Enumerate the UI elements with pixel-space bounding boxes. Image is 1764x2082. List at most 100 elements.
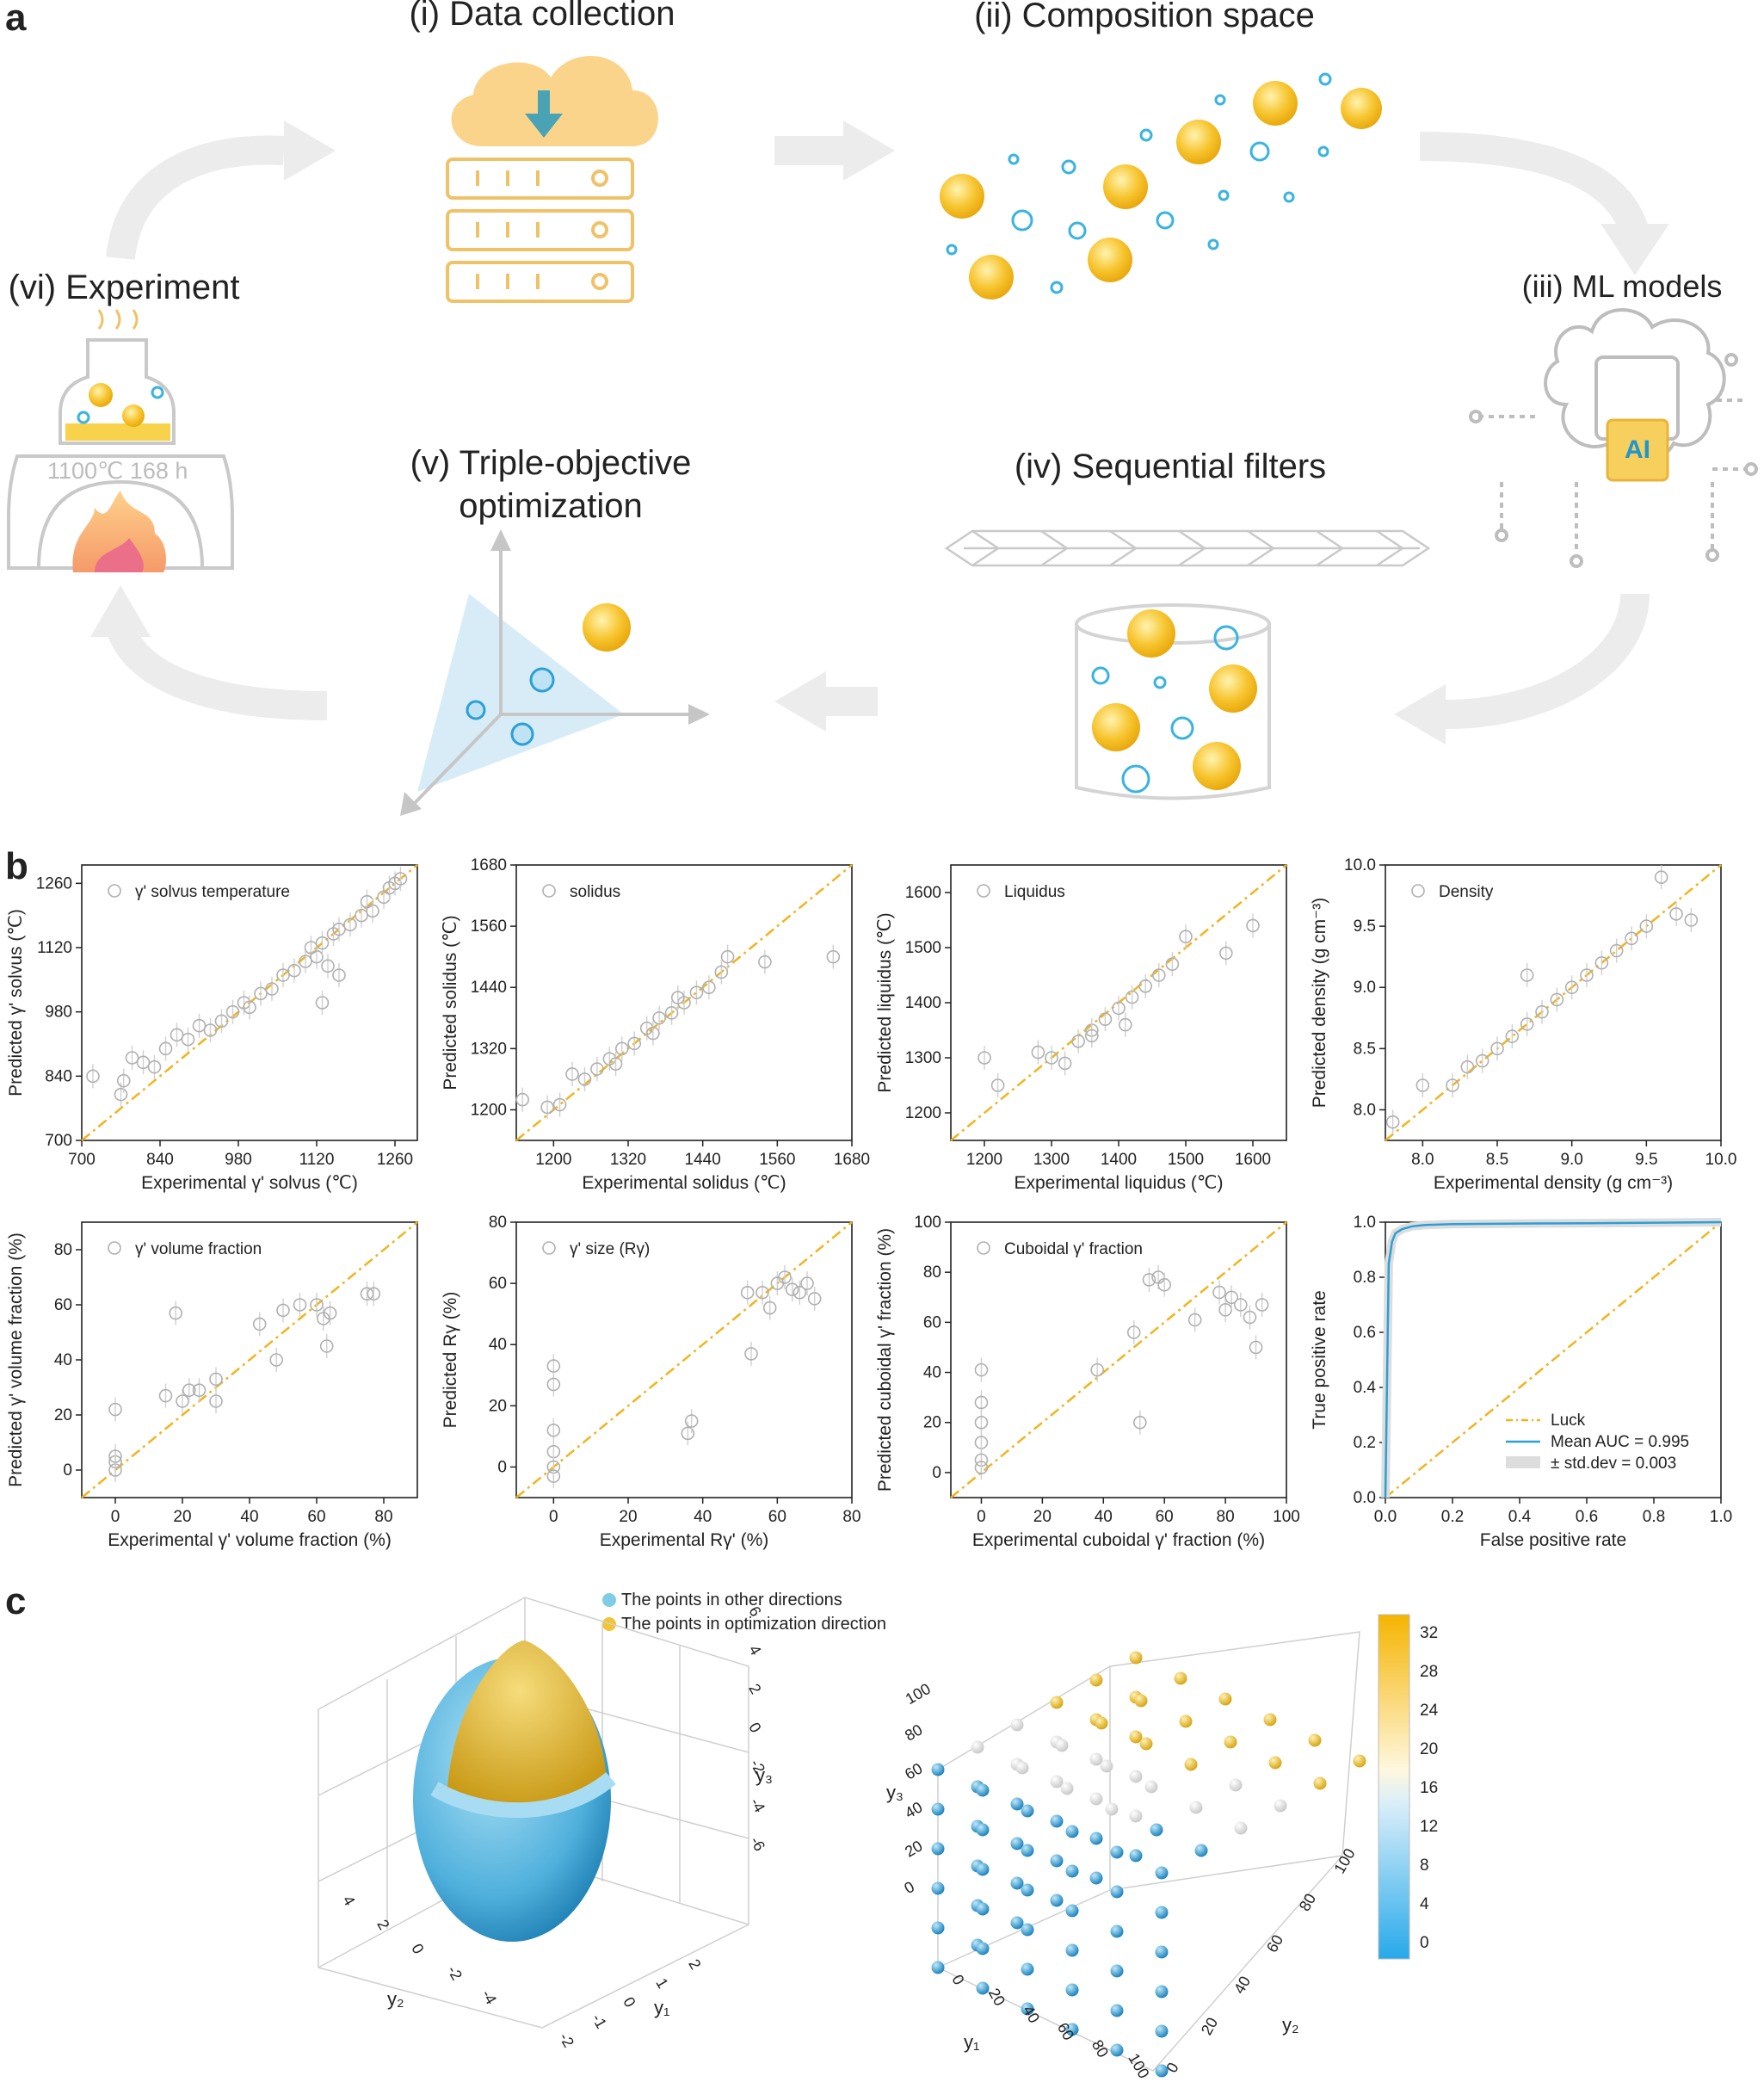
y-tick-label: 0.0 [1354, 1489, 1376, 1507]
triple-objective-icon [400, 529, 710, 816]
x-tick-label: 40 [240, 1508, 258, 1526]
x-tick-label: 700 [68, 1151, 96, 1169]
data-point [826, 949, 841, 964]
data-point [254, 986, 268, 1001]
cube-ball [1050, 1814, 1064, 1828]
x-tick-label: 0 [549, 1508, 558, 1526]
x-tick-label: 40 [694, 1508, 712, 1526]
data-point [758, 955, 772, 969]
y-tick-label: 1.0 [1354, 1214, 1376, 1232]
x-tick-label: 40 [1095, 1508, 1113, 1526]
cube-ball [1129, 1809, 1143, 1823]
data-point [1090, 1362, 1104, 1377]
y-tick-label: 1260 [36, 874, 72, 893]
x-tick-label: 8.5 [1486, 1151, 1508, 1169]
chart-solidus: 1200 1320 1440 1560 1680 1200 1320 1440 1560 1680… [441, 856, 870, 1193]
panel-b-letter: b [5, 845, 28, 887]
cube-ball [1110, 1885, 1124, 1899]
data-point [192, 1018, 207, 1033]
cube-ball [976, 1823, 990, 1837]
data-point [577, 1072, 592, 1086]
cube-ball [1065, 1825, 1079, 1838]
data-point [664, 1006, 679, 1020]
cube-ball [1089, 1832, 1103, 1845]
data-point [1219, 946, 1233, 961]
data-point [762, 1300, 777, 1315]
legend-marker [108, 1241, 121, 1255]
cube-ball [931, 1961, 945, 1974]
data-point [1133, 1415, 1147, 1430]
chart-size: 0 20 40 60 80 0 20 40 60 80 Experimental Rγ' (%) Pr… [441, 1214, 861, 1550]
identity-line [515, 1221, 853, 1498]
y-tick-label: 8.0 [1354, 1101, 1376, 1119]
data-point [116, 1073, 131, 1088]
data-point [265, 982, 279, 996]
panel-c-letter: c [5, 1580, 27, 1622]
x-tick-label: 1300 [1033, 1151, 1070, 1169]
chart-cuboidal: 0 20 40 60 80 100 0 20 40 60 80 100 Experimental cub… [875, 1214, 1300, 1550]
data-point [147, 1060, 162, 1074]
data-point [310, 949, 324, 964]
data-point [1126, 1325, 1141, 1339]
cube-ball [1021, 1844, 1034, 1857]
x-tick-label: 10.0 [1705, 1151, 1737, 1169]
data-point [1385, 1115, 1400, 1129]
cube-ball [1105, 1802, 1119, 1816]
sphere-gold-cap [447, 1640, 607, 1810]
cube-ball [971, 1740, 984, 1754]
data-point [646, 1026, 660, 1041]
data-point [1179, 930, 1193, 943]
data-point [1218, 1303, 1232, 1317]
cube-ball [1179, 1714, 1193, 1728]
x-tick-label: 980 [225, 1151, 252, 1169]
data-point [158, 1041, 173, 1056]
y-tick-label: 60 [923, 1313, 941, 1331]
x-tick-label: 1400 [1101, 1151, 1137, 1169]
cube-ball [931, 1921, 945, 1935]
cube-ball [1021, 2002, 1034, 2016]
data-point [319, 1339, 334, 1353]
y-tick-label: 1560 [471, 917, 507, 936]
data-point [1609, 943, 1624, 958]
data-point [1520, 1017, 1534, 1031]
panel-c-graphics: 32 28 24 20 16 12 8 4 0 [318, 1597, 1439, 2078]
cube-ball [1050, 1696, 1064, 1709]
stage-triple-line1: (v) Triple-objective [410, 444, 692, 482]
data-point [1669, 907, 1683, 921]
legend-label: Density [1439, 883, 1494, 901]
colorbar-ticks: 32 28 24 20 16 12 8 4 0 [1420, 1624, 1439, 1952]
cube-ball [1155, 1906, 1169, 1919]
x-axis-title: Experimental γ' volume fraction (%) [108, 1530, 392, 1550]
data-point [614, 1041, 629, 1056]
x-tick-label: 1600 [1235, 1151, 1271, 1169]
data-point [169, 1306, 182, 1320]
cube-ball [931, 1881, 945, 1895]
cube-ball [1129, 1651, 1143, 1665]
data-point [714, 965, 729, 979]
data-point [1654, 870, 1668, 885]
data-point [684, 1414, 699, 1428]
y-tick-label: 0 [63, 1461, 72, 1480]
x-tick-label: 1500 [1168, 1151, 1204, 1169]
data-point [86, 1069, 100, 1084]
y-tick-label: 700 [45, 1132, 72, 1150]
data-point [978, 1051, 991, 1065]
x-tick-label: 1120 [299, 1151, 335, 1169]
cube-ball [1263, 1713, 1277, 1727]
cube-ball [1144, 1780, 1158, 1794]
y-tick-label: 1200 [905, 1104, 941, 1122]
x-axis-title: Experimental Rγ' (%) [600, 1530, 769, 1550]
y-axis-title: Predicted solidus (℃) [441, 915, 460, 1090]
legend-marker [977, 884, 990, 898]
colorbar-tick-label: 20 [1420, 1740, 1438, 1758]
cube-ball [1065, 1943, 1079, 1957]
data-point [744, 1347, 758, 1361]
chart-solvus: 700 840 980 1120 1260 700 840 980 1120 1260 Experi… [6, 864, 418, 1193]
data-point [315, 936, 330, 950]
cube-axis-y2: y₂ [1282, 2014, 1299, 2036]
data-point [1142, 1273, 1156, 1287]
data-point [182, 1383, 196, 1398]
x-axis-title: False positive rate [1480, 1530, 1626, 1550]
cube-ball [1155, 2064, 1169, 2078]
y-axis-title: Predicted density (g cm⁻³) [1310, 898, 1329, 1109]
